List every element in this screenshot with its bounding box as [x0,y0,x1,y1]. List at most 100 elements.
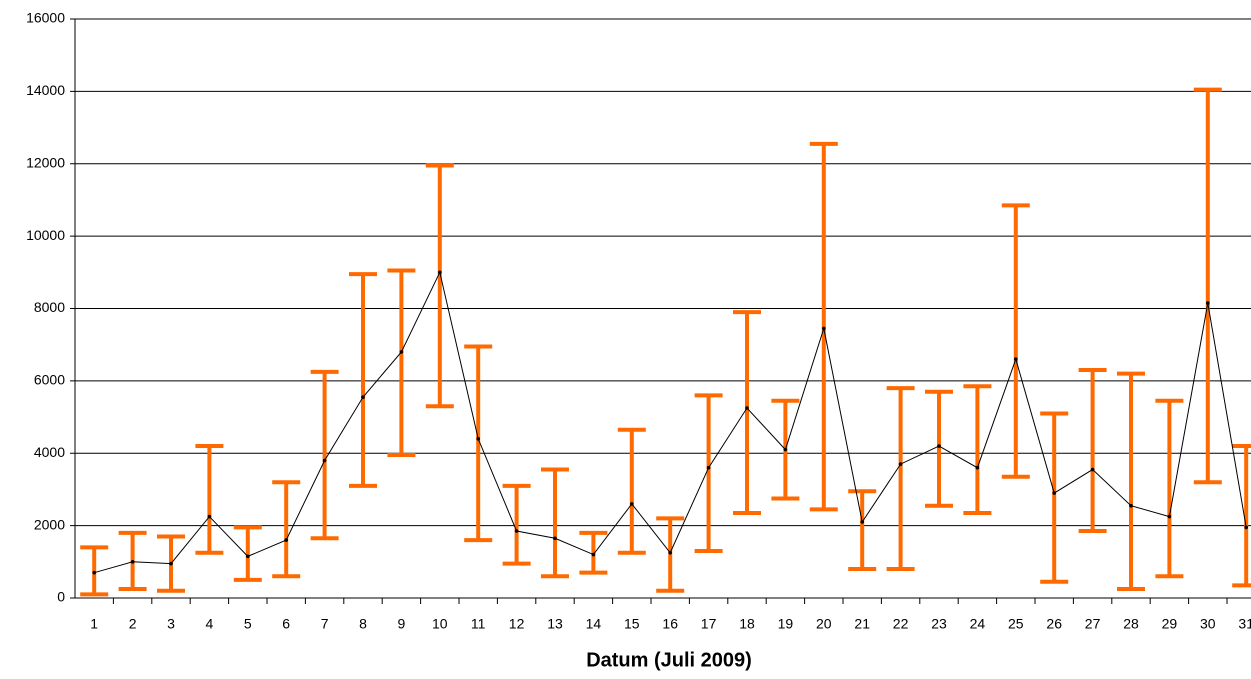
error-bar [963,384,992,515]
point [630,502,634,506]
point [1052,491,1056,495]
x-tick-label: 5 [244,616,252,632]
x-tick-label: 17 [701,616,717,632]
point [898,462,903,466]
error-bar [541,467,569,579]
point [1167,514,1172,519]
x-tick-label: 18 [739,616,755,632]
x-tick-label: 26 [1046,616,1062,632]
error-bar [925,389,953,508]
error-bar [733,310,761,515]
y-tick-label: 0 [57,589,65,605]
point [246,554,250,559]
point [668,550,672,555]
point [207,514,212,519]
point [130,560,135,564]
point [476,436,481,441]
x-tick-label: 12 [509,616,525,632]
error-bar [809,141,838,512]
x-tick-label: 11 [471,616,486,632]
y-tick-label: 16000 [26,10,65,26]
x-tick-label: 15 [624,616,640,632]
point [860,520,864,524]
x-tick-label: 7 [321,616,329,632]
x-tick-label: 9 [398,616,406,632]
error-bar [1001,203,1030,479]
error-bar [425,163,454,409]
x-tick-label: 2 [129,616,137,632]
point [783,447,788,452]
point [1206,301,1210,305]
x-tick-label: 3 [167,616,175,632]
x-tick-label: 8 [359,616,367,632]
x-tick-label: 22 [893,616,909,632]
error-bar [1193,87,1222,485]
x-tick-label: 25 [1008,616,1024,632]
error-bar [579,530,608,575]
point [438,270,442,275]
error-bar [464,344,493,543]
x-tick-label: 1 [90,616,98,632]
x-tick-label: 24 [970,616,986,632]
error-bar [694,393,723,553]
y-tick-label: 6000 [34,372,65,388]
point [514,529,519,533]
x-tick-label: 4 [206,616,214,632]
error-bar [1155,398,1184,579]
error-bar [1117,371,1145,591]
error-bar [233,525,262,582]
x-tick-label: 14 [586,616,602,632]
point [361,395,365,399]
error-bar [1232,444,1251,588]
x-tick-label: 23 [931,616,947,632]
point [1129,503,1133,508]
x-tick-label: 16 [662,616,678,632]
x-tick-label: 13 [547,616,563,632]
error-bar [1040,411,1069,584]
error-bar [349,272,377,488]
error-bar [387,268,416,458]
error-bar [80,545,109,597]
y-tick-label: 4000 [34,444,65,460]
x-tick-label: 21 [854,616,870,632]
error-bar [195,444,224,555]
point [169,561,173,566]
error-bar [502,483,531,566]
x-tick-label: 27 [1085,616,1101,632]
error-bar [886,386,915,572]
error-bar [848,489,877,572]
y-tick-label: 12000 [26,154,65,170]
x-axis-title: Datum (Juli 2009) [586,649,752,671]
point [92,570,96,575]
error-bar [1078,368,1107,534]
error-bar [656,516,685,593]
error-bar [310,369,339,541]
point [591,552,596,557]
point [706,465,711,470]
point [322,458,327,463]
x-tick-label: 19 [778,616,794,632]
error-bar [617,427,646,555]
point [1090,467,1095,472]
y-tick-label: 2000 [34,516,65,532]
y-tick-label: 8000 [34,299,65,315]
point [937,444,941,448]
x-tick-label: 20 [816,616,832,632]
point [284,538,289,542]
point [822,326,826,331]
point [745,406,749,410]
x-tick-label: 29 [1162,616,1178,632]
x-tick-label: 30 [1200,616,1216,632]
point [975,465,980,470]
x-tick-label: 10 [432,616,448,632]
point [553,536,557,541]
point [1014,357,1018,361]
point [1244,525,1248,530]
y-tick-label: 14000 [26,82,65,98]
x-tick-label: 31 [1238,616,1251,632]
y-tick-label: 10000 [26,227,65,243]
error-bar [272,480,301,579]
x-tick-label: 28 [1123,616,1139,632]
point [399,350,404,354]
